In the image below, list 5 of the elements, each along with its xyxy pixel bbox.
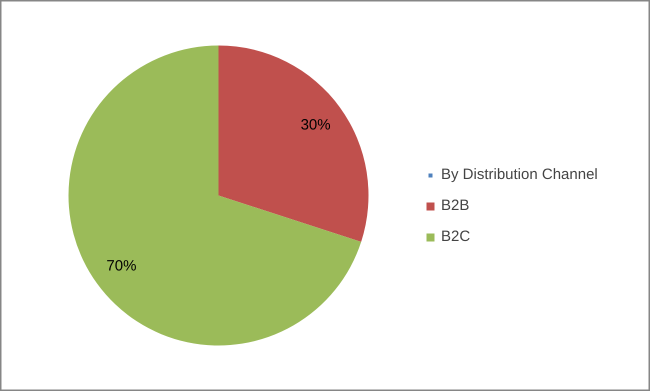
data-label: 30% bbox=[300, 116, 331, 134]
legend-label: B2B bbox=[441, 197, 470, 214]
data-label: 70% bbox=[106, 258, 136, 275]
legend-label: B2C bbox=[441, 228, 470, 245]
legend-label: By Distribution Channel bbox=[441, 166, 598, 183]
